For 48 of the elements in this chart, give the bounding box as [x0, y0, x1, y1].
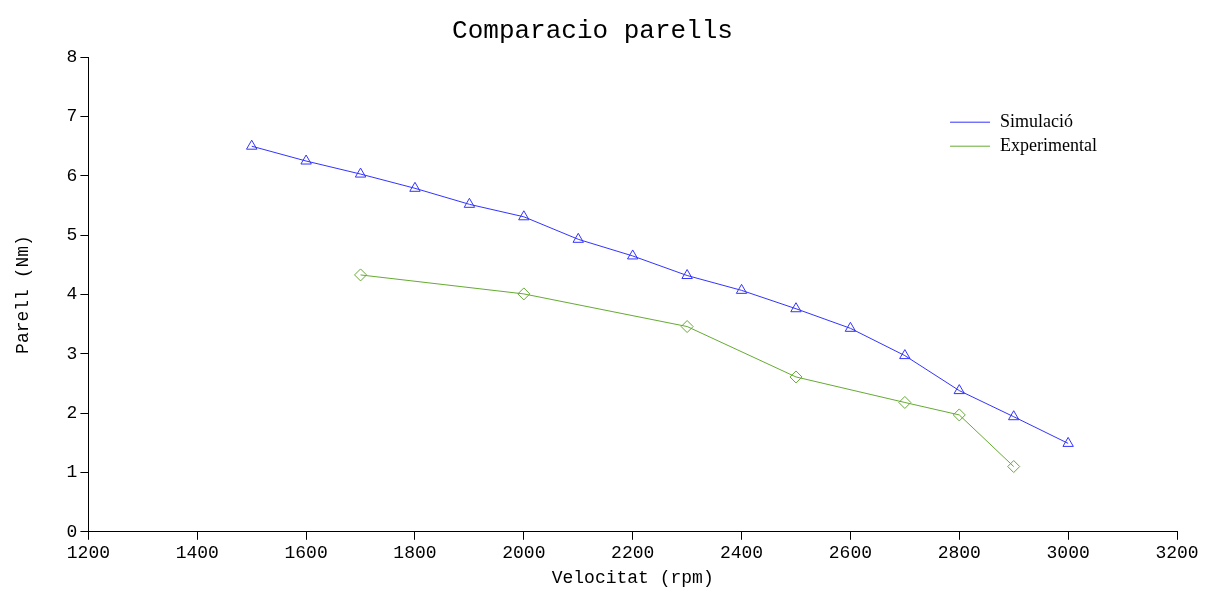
y-tick-label: 6	[66, 165, 78, 186]
y-tick-label: 1	[66, 462, 78, 483]
legend-label: Experimental	[1000, 134, 1098, 155]
x-tick-label: 2800	[937, 543, 981, 564]
point	[898, 395, 912, 409]
point	[681, 269, 693, 280]
point	[735, 283, 748, 294]
point	[790, 302, 802, 313]
y-tick-label: 7	[66, 106, 78, 127]
x-tick-label: 2000	[502, 543, 546, 564]
point	[1008, 410, 1020, 421]
point	[789, 370, 803, 384]
y-tick-label: 2	[66, 402, 78, 423]
point	[354, 268, 368, 282]
point	[844, 321, 857, 332]
y-axis-title: Parell (Nm)	[12, 235, 33, 354]
x-tick-label: 1600	[284, 543, 328, 564]
point	[463, 197, 476, 208]
x-tick-label: 3000	[1046, 543, 1090, 564]
point	[899, 349, 911, 360]
point	[354, 167, 367, 178]
point	[518, 210, 530, 221]
point	[1007, 460, 1021, 474]
point	[953, 384, 965, 395]
y-tick-label: 3	[66, 343, 78, 364]
y-tick-label: 0	[66, 521, 78, 542]
y-tick-label: 5	[66, 224, 78, 245]
x-tick-label: 1400	[175, 543, 219, 564]
legend-label: Simulació	[1000, 110, 1074, 131]
point	[572, 232, 584, 243]
x-tick-label: 3200	[1155, 543, 1199, 564]
point	[627, 249, 639, 260]
x-axis-title: Velocitat (rpm)	[551, 567, 714, 588]
y-tick-label: 8	[66, 46, 78, 67]
y-tick-label: 4	[66, 284, 78, 305]
x-tick-label: 2400	[719, 543, 764, 564]
point	[952, 408, 966, 422]
x-tick-label: 1200	[66, 543, 111, 564]
chart-title: Comparacio parells	[452, 16, 733, 47]
point	[1062, 436, 1074, 447]
x-tick-label: 2200	[611, 543, 655, 564]
point	[517, 287, 531, 301]
x-tick-label: 2600	[828, 543, 873, 564]
point	[300, 154, 312, 165]
point	[409, 181, 421, 192]
x-tick-label: 1800	[393, 543, 437, 564]
point	[680, 320, 694, 334]
point	[246, 139, 258, 150]
